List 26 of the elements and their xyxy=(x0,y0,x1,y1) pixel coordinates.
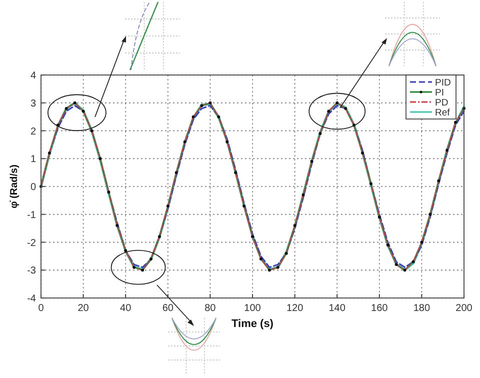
y-tick-label: 4 xyxy=(30,70,36,82)
x-tick-label: 200 xyxy=(456,303,473,314)
x-axis-title: Time (s) xyxy=(232,318,274,330)
y-tick-label: -1 xyxy=(27,210,36,221)
legend-label: PID xyxy=(435,78,451,88)
legend-label: PD xyxy=(435,98,448,108)
legend-label: Ref xyxy=(435,108,450,118)
y-axis-title: φ̇ (Rad/s) xyxy=(9,164,20,208)
x-tick-label: 120 xyxy=(286,303,304,314)
x-tick-label: 160 xyxy=(371,303,388,314)
x-tick-label: 60 xyxy=(162,303,174,314)
x-tick-label: 80 xyxy=(204,303,216,314)
y-tick-label: -2 xyxy=(27,238,36,249)
y-tick-label: -3 xyxy=(27,266,36,277)
x-tick-label: 20 xyxy=(78,303,90,314)
legend-label: PI xyxy=(435,88,444,98)
y-tick-label: 0 xyxy=(30,182,36,193)
y-tick-label: 3 xyxy=(30,98,36,110)
y-tick-label: -4 xyxy=(27,294,36,304)
y-tick-label: 2 xyxy=(30,126,36,138)
x-tick-label: 100 xyxy=(244,303,262,314)
x-tick-label: 140 xyxy=(328,303,346,314)
x-tick-label: 180 xyxy=(413,303,430,314)
y-tick-label: 1 xyxy=(30,154,36,166)
x-tick-label: 0 xyxy=(38,303,44,314)
x-tick-label: 40 xyxy=(120,303,132,314)
